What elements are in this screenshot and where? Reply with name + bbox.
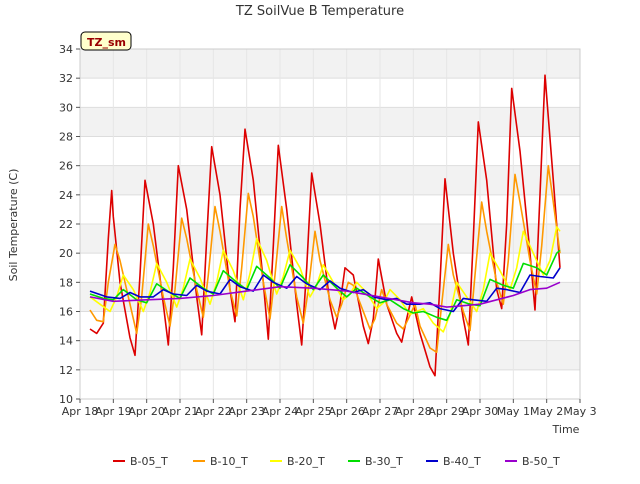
y-tick-label: 10 xyxy=(59,393,73,406)
y-tick-label: 34 xyxy=(59,43,73,56)
y-tick-label: 30 xyxy=(59,101,73,114)
x-tick-label: Apr 24 xyxy=(262,405,299,418)
x-tick-label: Apr 21 xyxy=(162,405,199,418)
y-tick-label: 32 xyxy=(59,72,73,85)
x-tick-label: Apr 20 xyxy=(128,405,165,418)
grid-lines xyxy=(79,48,581,400)
x-tick-label: Apr 29 xyxy=(428,405,465,418)
legend-label: B-10_T xyxy=(210,455,248,468)
x-tick-label: Apr 19 xyxy=(95,405,132,418)
x-tick-label: Apr 22 xyxy=(195,405,232,418)
x-tick-label: Apr 25 xyxy=(295,405,332,418)
legend: B-05_T B-10_T B-20_T B-30_T B-40_T B-50_T xyxy=(113,455,560,468)
x-tick-label: May 2 xyxy=(530,405,563,418)
legend-label: B-30_T xyxy=(365,455,403,468)
x-tick-label: Apr 28 xyxy=(395,405,432,418)
y-tick-label: 16 xyxy=(59,306,73,319)
x-tick-label: May 1 xyxy=(497,405,530,418)
x-tick-label: Apr 26 xyxy=(328,405,365,418)
series-line-b-20-t xyxy=(89,226,561,333)
background-band xyxy=(80,224,580,254)
y-tick-label: 22 xyxy=(59,218,73,231)
y-tick-label: 28 xyxy=(59,131,73,144)
y-tick-label: 14 xyxy=(59,335,73,348)
series-line-b-10-t xyxy=(89,164,561,354)
x-tick-label: Apr 30 xyxy=(462,405,499,418)
series-line-b-50-t xyxy=(89,281,561,308)
series-layer xyxy=(89,74,561,377)
y-tick-label: 20 xyxy=(59,247,73,260)
legend-label: B-50_T xyxy=(522,455,560,468)
x-tick-label: Apr 23 xyxy=(228,405,265,418)
legend-label: B-05_T xyxy=(130,455,168,468)
x-tick-label: May 3 xyxy=(563,405,596,418)
x-axis-label: Time xyxy=(552,423,580,436)
station-label-box: TZ_sm xyxy=(80,31,132,51)
background-bands xyxy=(80,49,580,370)
y-tick-label: 24 xyxy=(59,189,73,202)
chart-title: TZ SoilVue B Temperature xyxy=(235,4,404,19)
x-tick-label: Apr 18 xyxy=(62,405,99,418)
background-band xyxy=(80,340,580,370)
x-tick-label: Apr 27 xyxy=(362,405,399,418)
station-label-frame xyxy=(80,31,132,51)
background-band xyxy=(80,49,580,79)
y-tick-label: 18 xyxy=(59,276,73,289)
series-line-b-40-t xyxy=(89,267,561,313)
y-tick-label: 12 xyxy=(59,364,73,377)
legend-label: B-20_T xyxy=(287,455,325,468)
y-axis-label: Soil Temperature (C) xyxy=(7,169,20,282)
background-band xyxy=(80,165,580,195)
background-band xyxy=(80,107,580,137)
y-tick-label: 26 xyxy=(59,160,73,173)
legend-label: B-40_T xyxy=(443,455,481,468)
series-line-b-05-t xyxy=(89,74,561,377)
station-label: TZ_sm xyxy=(87,36,126,49)
